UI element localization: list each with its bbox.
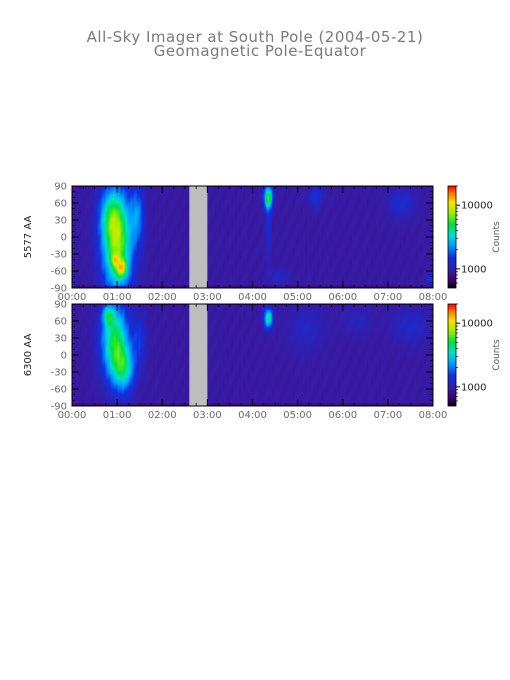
y-tick-label: 90 [54,300,67,311]
panel-5577: 90 60 30 0 -30 -60 -90 00:00 01:00 02:00 03:00 04:… [23,182,502,304]
y-tick-label: -60 [51,385,67,396]
colorbar-6300 [447,303,457,407]
colorbar-tick-label: 10000 [461,201,493,212]
x-tick-label: 02:00 [148,292,177,303]
heatmap-6300 [72,304,433,406]
x-tick-label: 01:00 [103,292,132,303]
data-gap-6300 [189,304,208,406]
colorbar-label-5577: Counts [492,221,502,253]
x-tick-label: 03:00 [193,410,222,421]
y-tick-label: 90 [54,182,67,193]
colorbar-label-6300: Counts [492,339,502,371]
x-tick-label: 02:00 [148,410,177,421]
colorbar-5577 [447,185,457,289]
x-tick-label: 05:00 [283,410,312,421]
x-tick-label: 01:00 [103,410,132,421]
x-tick-label: 00:00 [58,292,87,303]
y-tick-label: -30 [51,250,67,261]
y-tick-label: 0 [61,351,67,362]
x-tick-label: 07:00 [373,410,402,421]
x-tick-label: 05:00 [283,292,312,303]
y-tick-label: 60 [54,199,67,210]
y-tick-label: 30 [54,334,67,345]
colorbar-tick-label: 1000 [461,382,486,393]
colorbar-tick-label: 10000 [461,319,493,330]
colorbar-ticks-6300: 10000 1000 [456,303,493,402]
colorbar-tick-label: 1000 [461,264,486,275]
x-tick-label: 03:00 [193,292,222,303]
y-axis-6300: 90 60 30 0 -30 -60 -90 [51,300,433,413]
colorbar-ticks-5577: 10000 1000 [456,185,493,284]
y-tick-label: -30 [51,368,67,379]
x-tick-label: 04:00 [238,292,267,303]
x-tick-label: 07:00 [373,292,402,303]
x-axis-6300: 00:00 01:00 02:00 03:00 04:00 05:00 06:00 07:00… [58,304,448,421]
heatmap-5577 [72,186,433,288]
y-tick-label: -60 [51,267,67,278]
y-tick-label: 30 [54,216,67,227]
x-tick-label: 04:00 [238,410,267,421]
y-axis-label-6300: 6300 AA [23,334,34,377]
chart-title: All-Sky Imager at South Pole (2004-05-21… [87,28,424,46]
y-tick-label: 0 [61,233,67,244]
y-tick-label: 60 [54,317,67,328]
y-axis-label-5577: 5577 AA [23,216,34,259]
x-tick-label: 08:00 [419,410,448,421]
x-tick-label: 06:00 [328,410,357,421]
y-tick-label: -90 [51,284,67,295]
x-tick-label: 08:00 [419,292,448,303]
y-tick-label: -90 [51,402,67,413]
panel-6300: 90 60 30 0 -30 -60 -90 00:00 01:00 02:00 03:00 04:… [23,300,502,422]
x-tick-label: 00:00 [58,410,87,421]
data-gap-5577 [189,186,208,288]
chart-subtitle: Geomagnetic Pole-Equator [154,42,367,60]
x-axis-5577: 00:00 01:00 02:00 03:00 04:00 05:00 06:00 07:00… [58,186,448,303]
y-axis-5577: 90 60 30 0 -30 -60 -90 [51,182,433,295]
x-tick-label: 06:00 [328,292,357,303]
